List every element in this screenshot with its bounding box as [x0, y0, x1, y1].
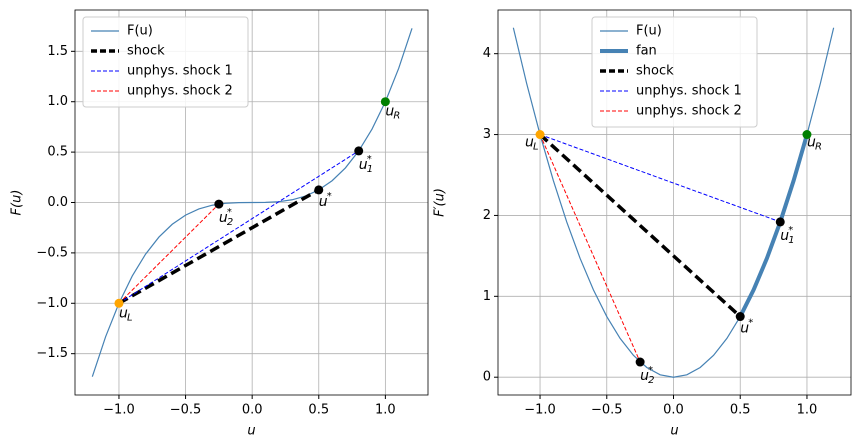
point-label: uR	[807, 135, 822, 153]
y-tick-label: 4	[483, 46, 491, 61]
legend-label: unphys. shock 2	[636, 104, 742, 119]
label-sup: *	[748, 318, 753, 329]
legend: F(u) fan shock unphys. shock 1 unphys. shock…	[591, 16, 758, 128]
y-tick-label: 1	[483, 289, 491, 304]
point	[314, 185, 324, 195]
label-sub: 1	[788, 235, 794, 246]
point	[735, 312, 745, 322]
y-axis-label: F′(u)	[433, 188, 448, 217]
axes-frame	[497, 9, 852, 396]
label-sup: *	[788, 225, 793, 236]
subplot: −1.0 −0.5 0.0 0.5 1.0 −1.5 −1.0 −0.5 0.0 0.5 1.0 1.…	[10, 9, 429, 439]
series-line	[118, 150, 360, 304]
legend-label: unphys. shock 2	[127, 84, 233, 99]
x-axis-label: u	[247, 424, 255, 439]
label-base: u	[359, 157, 368, 173]
series-line	[539, 134, 641, 363]
axes-frame	[74, 9, 429, 396]
y-tick-label: 1.5	[47, 44, 68, 59]
label-base: u	[119, 305, 128, 321]
legend: F(u) shock unphys. shock 1 unphys. shock 2	[82, 16, 249, 108]
point-label: u1*	[780, 225, 794, 246]
label-sup: *	[648, 365, 653, 376]
legend-box	[82, 16, 249, 108]
y-tick-label: 0.5	[47, 145, 68, 160]
x-tick-label: 1.0	[375, 403, 396, 418]
x-axis-label: u	[670, 424, 678, 439]
label-sub: L	[533, 142, 539, 153]
label-sub: 2	[648, 375, 654, 386]
y-tick-label: −1.5	[36, 346, 68, 361]
y-tick-label: −0.5	[36, 245, 68, 260]
x-tick-label: −0.5	[591, 403, 623, 418]
point	[114, 298, 124, 308]
series-line	[118, 188, 320, 305]
label-sub: R	[815, 142, 822, 153]
x-tick-label: 0.5	[308, 403, 329, 418]
x-tick-label: 0.5	[730, 403, 751, 418]
x-tick-label: −0.5	[170, 403, 202, 418]
legend-label: fan	[636, 44, 657, 59]
series-line	[118, 203, 220, 304]
y-tick-label: 2	[483, 208, 491, 223]
y-tick-label: 0	[483, 370, 491, 385]
label-base: u	[525, 135, 534, 151]
point	[354, 146, 364, 156]
series-line	[539, 134, 781, 223]
label-sup: *	[327, 191, 332, 202]
legend-label: shock	[636, 64, 674, 79]
point	[775, 217, 785, 227]
label-base: u	[740, 321, 749, 337]
y-axis-label: F(u)	[10, 190, 25, 216]
label-base: u	[219, 210, 228, 226]
label-base: u	[780, 228, 789, 244]
point-label: u2*	[219, 207, 233, 228]
label-sub: 2	[227, 217, 233, 228]
label-base: u	[640, 368, 649, 384]
point	[535, 130, 545, 140]
label-base: u	[385, 104, 394, 120]
label-sub: L	[127, 312, 133, 323]
x-tick-label: 0.0	[242, 403, 263, 418]
label-base: u	[319, 194, 328, 210]
point	[214, 199, 224, 209]
label-sub: 1	[367, 164, 373, 175]
y-tick-label: −1.0	[36, 296, 68, 311]
point	[802, 130, 812, 140]
label-sup: *	[367, 154, 372, 165]
point-label: u*	[319, 191, 332, 210]
point-label: uL	[525, 135, 539, 153]
label-base: u	[807, 135, 816, 151]
label-sub: R	[393, 111, 400, 122]
point-label: uR	[385, 104, 400, 122]
legend-label: F(u)	[127, 24, 153, 39]
y-tick-label: 3	[483, 127, 491, 142]
point-label: uL	[119, 305, 133, 323]
point-label: u2*	[640, 365, 654, 386]
legend-label: F(u)	[636, 24, 662, 39]
x-tick-label: 1.0	[797, 403, 818, 418]
point	[380, 97, 390, 107]
series-line	[738, 134, 809, 318]
point-label: u*	[740, 318, 753, 337]
legend-label: unphys. shock 1	[636, 84, 742, 99]
label-sup: *	[227, 207, 232, 218]
legend-label: unphys. shock 1	[127, 64, 233, 79]
series-line	[538, 133, 742, 318]
legend-box	[591, 16, 758, 128]
point-label: u1*	[359, 154, 373, 175]
y-tick-label: 1.0	[47, 94, 68, 109]
x-tick-label: 0.0	[663, 403, 684, 418]
point	[635, 357, 645, 367]
x-tick-label: −1.0	[524, 403, 556, 418]
y-tick-label: 0.0	[47, 195, 68, 210]
x-tick-label: −1.0	[103, 403, 135, 418]
legend-label: shock	[127, 44, 165, 59]
